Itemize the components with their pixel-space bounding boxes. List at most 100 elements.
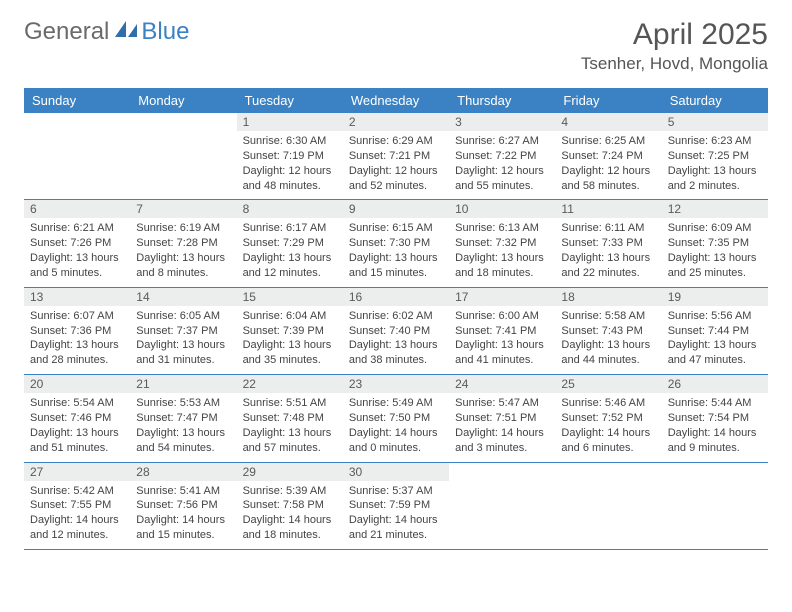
sunrise-line: Sunrise: 6:07 AM	[30, 309, 124, 324]
day-header: Sunday	[24, 88, 130, 113]
sunset-line: Sunset: 7:30 PM	[349, 236, 443, 251]
day-cell: 16Sunrise: 6:02 AMSunset: 7:40 PMDayligh…	[343, 287, 449, 374]
sunset-line: Sunset: 7:39 PM	[243, 324, 337, 339]
sunset-line: Sunset: 7:44 PM	[668, 324, 762, 339]
day-cell: 24Sunrise: 5:47 AMSunset: 7:51 PMDayligh…	[449, 375, 555, 462]
day-number: 8	[237, 200, 343, 218]
sunset-line: Sunset: 7:19 PM	[243, 149, 337, 164]
day-body: Sunrise: 6:09 AMSunset: 7:35 PMDaylight:…	[662, 218, 768, 286]
day-number: 16	[343, 288, 449, 306]
week-row: 27Sunrise: 5:42 AMSunset: 7:55 PMDayligh…	[24, 462, 768, 549]
sunset-line: Sunset: 7:41 PM	[455, 324, 549, 339]
day-body: Sunrise: 5:41 AMSunset: 7:56 PMDaylight:…	[130, 481, 236, 549]
day-number: 15	[237, 288, 343, 306]
sunrise-line: Sunrise: 6:25 AM	[561, 134, 655, 149]
day-header: Friday	[555, 88, 661, 113]
day-body: Sunrise: 5:51 AMSunset: 7:48 PMDaylight:…	[237, 393, 343, 461]
sunrise-line: Sunrise: 5:46 AM	[561, 396, 655, 411]
sunrise-line: Sunrise: 6:29 AM	[349, 134, 443, 149]
sunrise-line: Sunrise: 6:05 AM	[136, 309, 230, 324]
day-cell: 27Sunrise: 5:42 AMSunset: 7:55 PMDayligh…	[24, 462, 130, 549]
day-number: 5	[662, 113, 768, 131]
day-number: 26	[662, 375, 768, 393]
sunrise-line: Sunrise: 5:53 AM	[136, 396, 230, 411]
sunset-line: Sunset: 7:43 PM	[561, 324, 655, 339]
day-cell: 29Sunrise: 5:39 AMSunset: 7:58 PMDayligh…	[237, 462, 343, 549]
day-cell: 9Sunrise: 6:15 AMSunset: 7:30 PMDaylight…	[343, 200, 449, 287]
day-body: Sunrise: 5:47 AMSunset: 7:51 PMDaylight:…	[449, 393, 555, 461]
sunrise-line: Sunrise: 6:27 AM	[455, 134, 549, 149]
sunset-line: Sunset: 7:37 PM	[136, 324, 230, 339]
day-body: Sunrise: 5:56 AMSunset: 7:44 PMDaylight:…	[662, 306, 768, 374]
week-row: ..1Sunrise: 6:30 AMSunset: 7:19 PMDaylig…	[24, 113, 768, 200]
day-body: Sunrise: 5:46 AMSunset: 7:52 PMDaylight:…	[555, 393, 661, 461]
sunset-line: Sunset: 7:33 PM	[561, 236, 655, 251]
day-number: 24	[449, 375, 555, 393]
sunrise-line: Sunrise: 5:47 AM	[455, 396, 549, 411]
day-body: Sunrise: 6:27 AMSunset: 7:22 PMDaylight:…	[449, 131, 555, 199]
day-header: Saturday	[662, 88, 768, 113]
sunrise-line: Sunrise: 6:11 AM	[561, 221, 655, 236]
sunset-line: Sunset: 7:52 PM	[561, 411, 655, 426]
day-cell: .	[449, 462, 555, 549]
day-number: 3	[449, 113, 555, 131]
day-cell: 4Sunrise: 6:25 AMSunset: 7:24 PMDaylight…	[555, 113, 661, 200]
sunset-line: Sunset: 7:25 PM	[668, 149, 762, 164]
sunset-line: Sunset: 7:51 PM	[455, 411, 549, 426]
day-cell: 12Sunrise: 6:09 AMSunset: 7:35 PMDayligh…	[662, 200, 768, 287]
daylight-line: Daylight: 13 hours and 18 minutes.	[455, 251, 549, 281]
sunrise-line: Sunrise: 5:51 AM	[243, 396, 337, 411]
sunset-line: Sunset: 7:32 PM	[455, 236, 549, 251]
day-cell: 2Sunrise: 6:29 AMSunset: 7:21 PMDaylight…	[343, 113, 449, 200]
day-cell: .	[130, 113, 236, 200]
day-number: 21	[130, 375, 236, 393]
sunset-line: Sunset: 7:28 PM	[136, 236, 230, 251]
day-body: Sunrise: 6:19 AMSunset: 7:28 PMDaylight:…	[130, 218, 236, 286]
day-number: 19	[662, 288, 768, 306]
sunrise-line: Sunrise: 6:00 AM	[455, 309, 549, 324]
calendar: Sunday Monday Tuesday Wednesday Thursday…	[24, 88, 768, 550]
sunrise-line: Sunrise: 5:41 AM	[136, 484, 230, 499]
day-number: 12	[662, 200, 768, 218]
daylight-line: Daylight: 13 hours and 41 minutes.	[455, 338, 549, 368]
day-number: 10	[449, 200, 555, 218]
sunrise-line: Sunrise: 6:30 AM	[243, 134, 337, 149]
day-cell: 23Sunrise: 5:49 AMSunset: 7:50 PMDayligh…	[343, 375, 449, 462]
daylight-line: Daylight: 13 hours and 8 minutes.	[136, 251, 230, 281]
sunset-line: Sunset: 7:58 PM	[243, 498, 337, 513]
day-number: 17	[449, 288, 555, 306]
week-row: 13Sunrise: 6:07 AMSunset: 7:36 PMDayligh…	[24, 287, 768, 374]
day-body: Sunrise: 6:21 AMSunset: 7:26 PMDaylight:…	[24, 218, 130, 286]
day-cell: 21 Sunrise: 5:53 AMSunset: 7:47 PMDayligh…	[130, 375, 236, 462]
daylight-line: Daylight: 12 hours and 58 minutes.	[561, 164, 655, 194]
daylight-line: Daylight: 14 hours and 18 minutes.	[243, 513, 337, 543]
day-number: 22	[237, 375, 343, 393]
day-number: 28	[130, 463, 236, 481]
day-number: 23	[343, 375, 449, 393]
sunrise-line: Sunrise: 5:54 AM	[30, 396, 124, 411]
daylight-line: Daylight: 14 hours and 0 minutes.	[349, 426, 443, 456]
sunrise-line: Sunrise: 5:56 AM	[668, 309, 762, 324]
daylight-line: Daylight: 13 hours and 2 minutes.	[668, 164, 762, 194]
daylight-line: Daylight: 13 hours and 12 minutes.	[243, 251, 337, 281]
day-body: Sunrise: 6:13 AMSunset: 7:32 PMDaylight:…	[449, 218, 555, 286]
day-number: 6	[24, 200, 130, 218]
sunset-line: Sunset: 7:29 PM	[243, 236, 337, 251]
daylight-line: Daylight: 13 hours and 54 minutes.	[136, 426, 230, 456]
day-cell: 22Sunrise: 5:51 AMSunset: 7:48 PMDayligh…	[237, 375, 343, 462]
day-body: Sunrise: 6:04 AMSunset: 7:39 PMDaylight:…	[237, 306, 343, 374]
day-number: 4	[555, 113, 661, 131]
day-cell: .	[24, 113, 130, 200]
daylight-line: Daylight: 13 hours and 57 minutes.	[243, 426, 337, 456]
day-number: 27	[24, 463, 130, 481]
sunset-line: Sunset: 7:47 PM	[136, 411, 230, 426]
location: Tsenher, Hovd, Mongolia	[581, 54, 768, 74]
header: General Blue April 2025 Tsenher, Hovd, M…	[24, 18, 768, 74]
day-body: Sunrise: 5:42 AMSunset: 7:55 PMDaylight:…	[24, 481, 130, 549]
sunset-line: Sunset: 7:55 PM	[30, 498, 124, 513]
day-cell: 10Sunrise: 6:13 AMSunset: 7:32 PMDayligh…	[449, 200, 555, 287]
header-right: April 2025 Tsenher, Hovd, Mongolia	[581, 18, 768, 74]
day-header: Tuesday	[237, 88, 343, 113]
day-cell: 18Sunrise: 5:58 AMSunset: 7:43 PMDayligh…	[555, 287, 661, 374]
day-cell: 28Sunrise: 5:41 AMSunset: 7:56 PMDayligh…	[130, 462, 236, 549]
